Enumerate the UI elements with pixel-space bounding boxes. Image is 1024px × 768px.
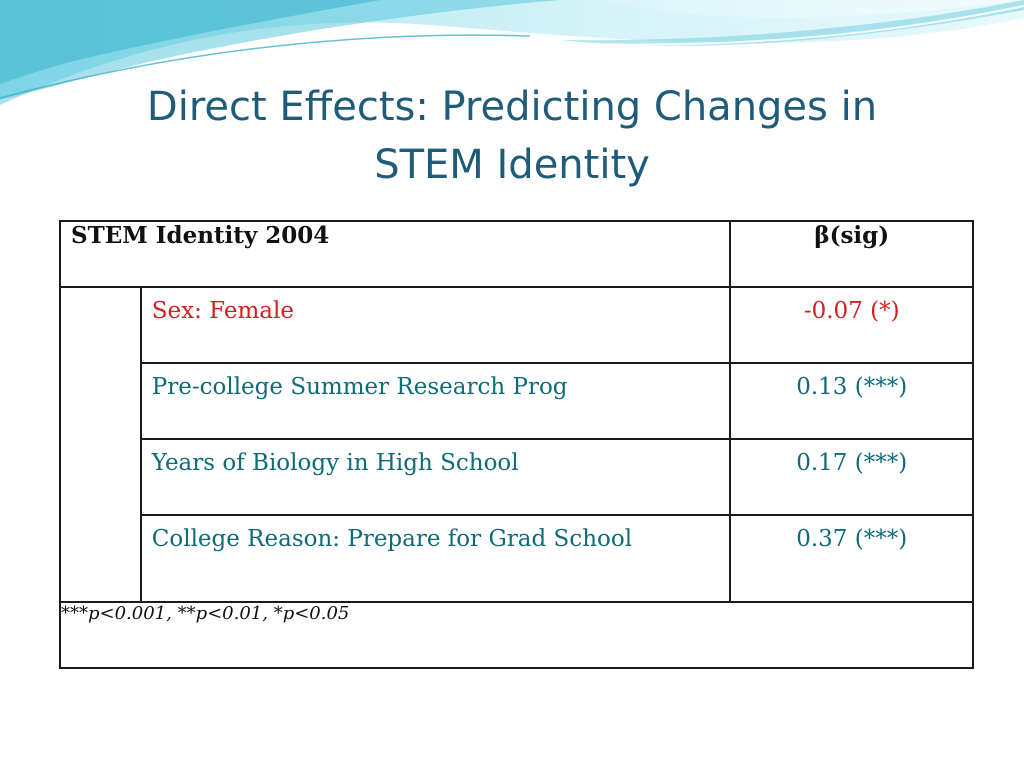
header-wave-decoration — [0, 0, 1024, 109]
table-header-row: STEM Identity 2004 β(sig) — [58, 220, 974, 288]
table-row: College Reason: Prepare for Grad School … — [60, 514, 974, 603]
value-cell: 0.17 (***) — [729, 438, 974, 516]
value-cell: 0.13 (***) — [729, 362, 974, 440]
value-cell: -0.07 (*) — [729, 286, 974, 364]
table-row: Sex: Female -0.07 (*) — [59, 286, 974, 603]
table-row: Years of Biology in High School 0.17 (**… — [60, 438, 974, 516]
empty-indent-cell — [59, 286, 142, 603]
header-label-cell: STEM Identity 2004 — [58, 220, 732, 288]
table-row: Pre-college Summer Research Prog 0.13 (*… — [60, 362, 974, 440]
predictor-cell: College Reason: Prepare for Grad School — [139, 514, 732, 603]
header-beta-cell: β(sig) — [729, 220, 974, 288]
predictor-cell: Pre-college Summer Research Prog — [139, 362, 732, 440]
predictor-cell: Sex: Female — [139, 286, 732, 364]
slide-title: Direct Effects: Predicting Changes in ST… — [0, 78, 1024, 194]
significance-footnote: ***p<0.001, **p<0.01, *p<0.05 — [59, 601, 974, 669]
title-line-2: STEM Identity — [374, 142, 650, 188]
footnote-row: ***p<0.001, **p<0.01, *p<0.05 — [59, 601, 974, 669]
predictor-cell: Years of Biology in High School — [139, 438, 732, 516]
title-line-1: Direct Effects: Predicting Changes in — [146, 84, 878, 130]
value-cell: 0.37 (***) — [729, 514, 974, 603]
results-table: STEM Identity 2004 β(sig) Sex: Female -0… — [58, 220, 974, 669]
